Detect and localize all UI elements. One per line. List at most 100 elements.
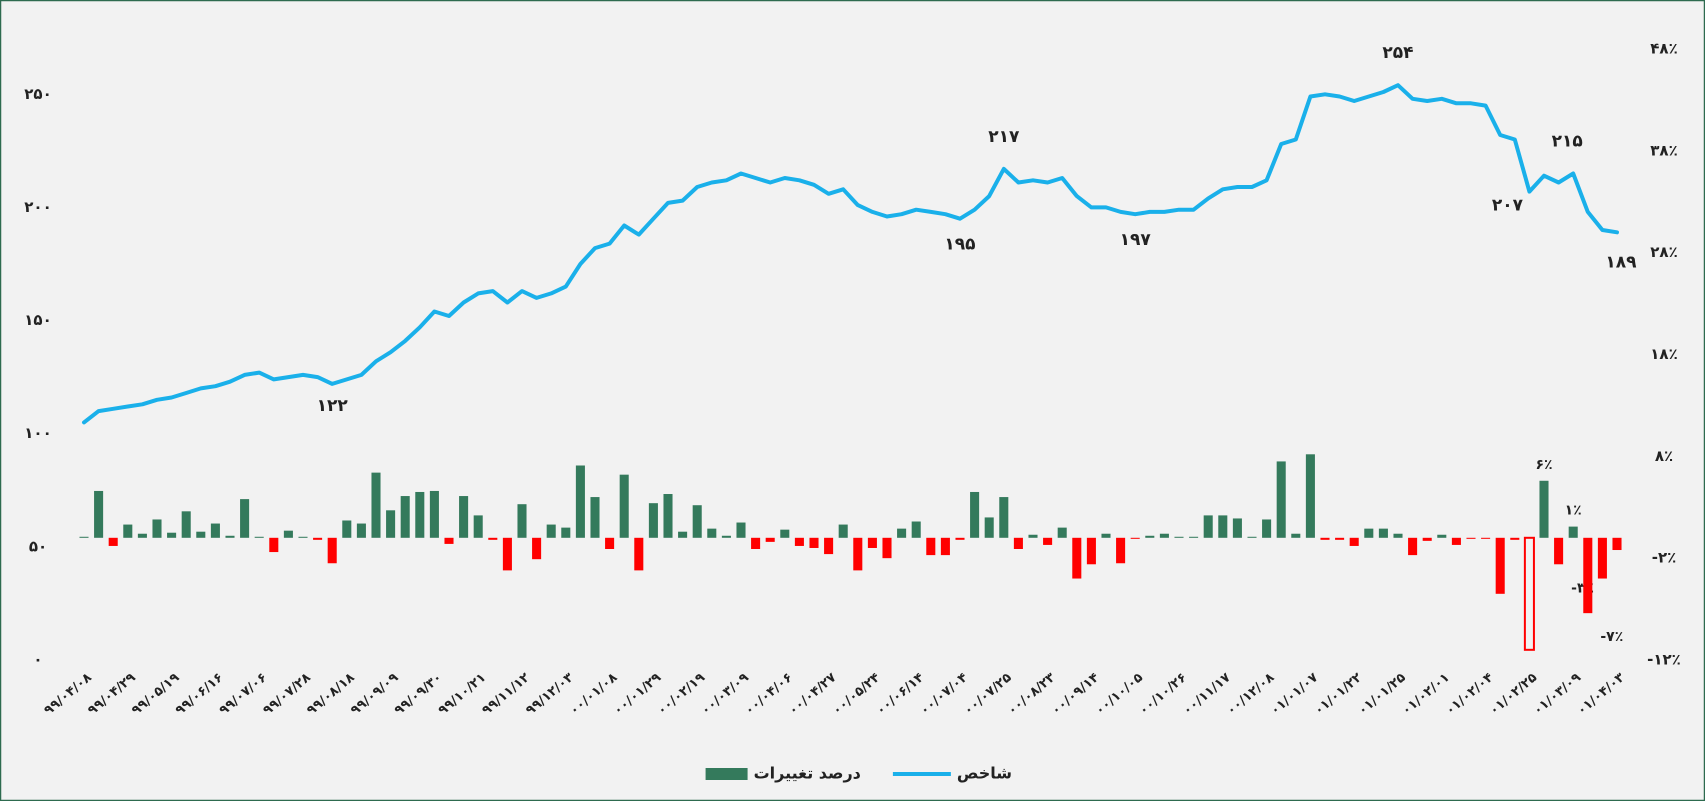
bar [1232,518,1242,538]
bar-value-label: -۷٪ [1600,629,1623,645]
bar [167,532,177,538]
bar [955,537,965,540]
bar [1262,519,1272,538]
y2-tick-label: -۲٪ [1652,549,1677,567]
bar [736,522,746,538]
bar [94,490,104,538]
bar [721,535,731,538]
bar [240,499,250,538]
bar [327,537,337,564]
line-value-label: ۲۱۷ [988,127,1020,147]
y-tick-label: ۰ [33,651,42,669]
bar [663,494,673,538]
line-value-label: ۱۹۷ [1120,230,1152,250]
bar [137,533,147,538]
y-tick-label: ۱۵۰ [24,311,51,329]
bar [371,472,381,538]
bar [1291,533,1301,538]
bar [882,537,892,559]
line-value-label: ۲۰۷ [1492,196,1524,216]
bar [1335,537,1345,540]
line-value-label: ۱۲۲ [317,396,349,416]
bar [181,511,191,538]
bar [488,537,498,540]
bar [867,537,877,548]
bar [1247,536,1257,538]
bar [926,537,936,556]
bar [269,537,279,553]
bar [1057,527,1067,538]
bar-value-label: ۱٪ [1565,503,1582,519]
bar-value-label: ۶٪ [1535,457,1552,473]
bar [459,496,469,538]
bar [386,510,396,538]
bar [123,524,133,538]
bar [648,503,658,538]
bar [897,528,907,538]
bar [546,524,556,538]
bar [400,496,410,538]
bar [678,531,688,538]
bar [502,537,512,571]
bar [1043,537,1053,545]
bar [853,537,863,571]
bar [342,520,352,538]
bar [1568,526,1578,538]
y2-tick-label: ۱۸٪ [1650,345,1677,363]
bar [532,537,542,560]
bar [225,535,235,538]
bar [605,537,615,550]
y2-tick-label: -۱۲٪ [1647,651,1681,669]
bar [619,474,629,538]
bar [1481,537,1491,539]
bar [1349,537,1359,546]
bar [999,497,1009,538]
bar [1495,537,1505,594]
y2-tick-label: ۸٪ [1655,447,1673,465]
bar [1597,537,1607,579]
legend-label: شاخص [957,764,1012,783]
bar [313,537,323,540]
bar [1437,534,1447,538]
bar [108,537,118,546]
bar [1393,533,1403,538]
bar [254,536,264,538]
y-tick-label: ۲۰۰ [24,198,51,216]
bar [1510,537,1520,540]
bar [1218,515,1228,538]
bar [1583,537,1593,614]
bar [1116,537,1126,564]
bar [517,504,527,538]
bar [1130,537,1140,539]
bar [751,537,761,550]
line [82,83,1619,425]
bar [1028,534,1038,538]
bar [1612,537,1622,551]
bar [1101,533,1111,538]
bar [590,497,600,538]
bar [1159,533,1169,538]
bar [1203,515,1213,538]
bar [473,515,483,538]
bar [575,465,585,538]
bar [1305,454,1315,538]
bar [1145,535,1155,538]
bar [444,537,454,544]
bar [196,531,206,538]
bar [210,523,220,538]
legend-label: درصد تغییرات [754,764,861,783]
bar [940,537,950,556]
bar [765,537,775,542]
line-value-label: ۲۵۴ [1382,43,1413,63]
bar [911,521,921,538]
bar [1422,537,1432,541]
bar [794,537,804,546]
line-value-label: ۲۱۵ [1552,131,1583,151]
bar [1276,461,1286,538]
bar [1013,537,1023,550]
bar [1408,537,1418,556]
bar [838,524,848,538]
bar [1451,537,1461,545]
